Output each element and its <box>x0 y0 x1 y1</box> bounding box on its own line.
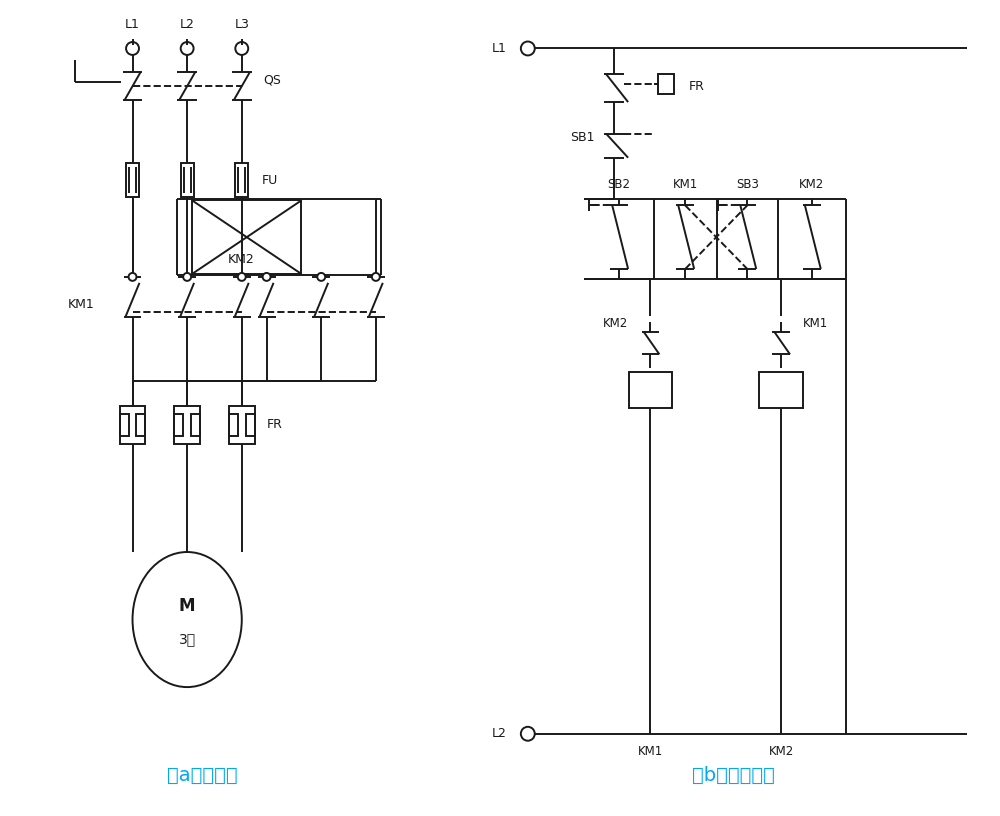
Text: KM2: KM2 <box>603 317 629 330</box>
Bar <box>229 414 238 437</box>
Text: KM1: KM1 <box>638 745 663 758</box>
Text: KM1: KM1 <box>803 317 828 330</box>
Circle shape <box>372 273 380 281</box>
Text: （a）主电路: （a）主电路 <box>167 766 237 785</box>
Text: QS: QS <box>264 73 281 86</box>
Text: L1: L1 <box>125 18 140 31</box>
Bar <box>629 372 672 408</box>
Text: 3～: 3～ <box>179 632 196 646</box>
Circle shape <box>129 273 136 281</box>
Bar <box>174 406 200 444</box>
Text: KM2: KM2 <box>768 745 794 758</box>
Circle shape <box>317 273 325 281</box>
Bar <box>759 372 803 408</box>
Text: KM2: KM2 <box>799 178 824 191</box>
Text: SB3: SB3 <box>736 178 759 191</box>
Text: （b）控制电路: （b）控制电路 <box>692 766 775 785</box>
Text: SB1: SB1 <box>570 131 594 144</box>
Bar <box>136 414 145 437</box>
Text: SB2: SB2 <box>608 178 631 191</box>
Bar <box>120 414 129 437</box>
Text: L1: L1 <box>492 42 507 55</box>
Text: L3: L3 <box>234 18 249 31</box>
Bar <box>120 406 145 444</box>
Circle shape <box>263 273 271 281</box>
Bar <box>229 406 255 444</box>
Bar <box>174 414 183 437</box>
Text: L2: L2 <box>492 727 507 740</box>
Text: KM1: KM1 <box>673 178 698 191</box>
Bar <box>246 414 255 437</box>
Text: FR: FR <box>689 80 705 93</box>
Text: KM2: KM2 <box>228 252 255 265</box>
Text: FR: FR <box>267 419 282 432</box>
Circle shape <box>238 273 246 281</box>
Bar <box>658 74 674 94</box>
Text: M: M <box>179 596 195 614</box>
Bar <box>126 162 139 197</box>
Bar <box>235 162 248 197</box>
Text: FU: FU <box>262 174 278 187</box>
Bar <box>181 162 194 197</box>
Bar <box>191 414 200 437</box>
Circle shape <box>183 273 191 281</box>
Text: L2: L2 <box>180 18 195 31</box>
Text: KM1: KM1 <box>68 298 95 311</box>
